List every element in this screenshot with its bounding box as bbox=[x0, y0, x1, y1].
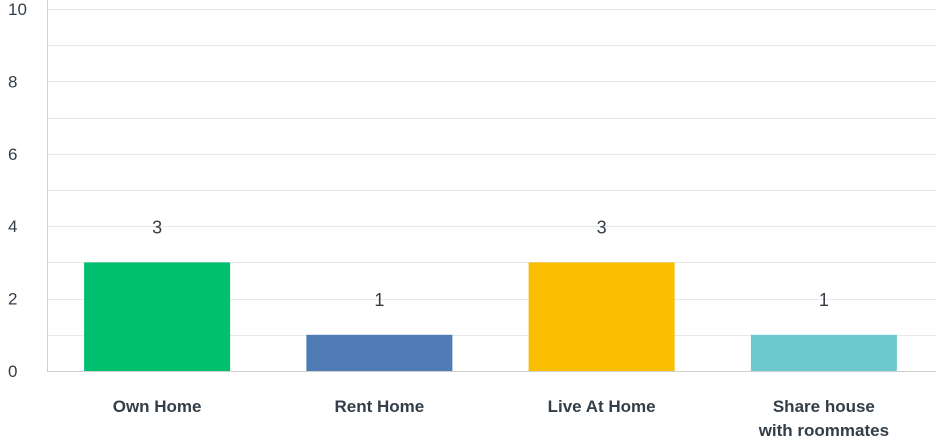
data-labels: 3 1 3 1 bbox=[152, 217, 829, 309]
data-label: 1 bbox=[819, 290, 829, 310]
axes bbox=[47, 0, 936, 372]
category-label-line: Share house bbox=[773, 397, 875, 416]
data-label: 1 bbox=[374, 290, 384, 310]
category-label-line: Own Home bbox=[113, 397, 202, 416]
bar bbox=[84, 262, 231, 371]
data-label: 3 bbox=[597, 217, 607, 237]
data-label: 3 bbox=[152, 217, 162, 237]
y-tick-label: 10 bbox=[8, 0, 27, 19]
y-tick-label: 8 bbox=[8, 72, 17, 91]
bar bbox=[306, 334, 453, 371]
y-tick-label: 0 bbox=[8, 362, 17, 381]
category-label: Rent Home bbox=[335, 397, 425, 416]
bar bbox=[528, 262, 675, 371]
category-label-line: with roommates bbox=[758, 421, 889, 440]
y-tick-label: 2 bbox=[8, 290, 17, 309]
category-labels: Own Home Rent Home Live At Home Share house… bbox=[113, 397, 889, 440]
category-label: Share house with roommates bbox=[758, 397, 889, 440]
bar bbox=[750, 334, 897, 371]
bars bbox=[84, 262, 897, 371]
category-label-line: Live At Home bbox=[548, 397, 656, 416]
y-tick-label: 4 bbox=[8, 217, 17, 236]
y-tick-label: 6 bbox=[8, 145, 17, 164]
category-label-line: Rent Home bbox=[335, 397, 425, 416]
category-label: Live At Home bbox=[548, 397, 656, 416]
y-axis-tick-labels: 0 2 4 6 8 10 bbox=[8, 0, 27, 381]
category-label: Own Home bbox=[113, 397, 202, 416]
